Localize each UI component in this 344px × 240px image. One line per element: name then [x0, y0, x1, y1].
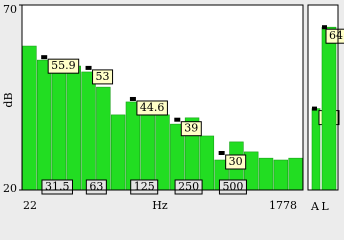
peak-marker: [218, 151, 225, 155]
plot-border: [21, 4, 304, 191]
bar: [81, 71, 96, 191]
page: dB 22 Hz 1778 20 70 55.9 31.5 53 63 44.6 125 39 2…: [2, 3, 344, 213]
meter-category-label: A: [310, 200, 320, 213]
peak-label: 53: [96, 70, 110, 83]
peak-label-box: [225, 154, 247, 170]
y-tick-label: 70: [3, 3, 17, 16]
bar: [273, 159, 289, 191]
bar: [22, 45, 37, 191]
peak-label-box: [47, 58, 80, 74]
bar: [36, 59, 52, 191]
peak-marker: [174, 117, 181, 122]
octave-label: 63: [89, 180, 103, 193]
octave-label: 500: [222, 180, 243, 193]
meter-peak: [322, 25, 327, 30]
bar: [96, 86, 111, 191]
peak-label: 30: [229, 155, 243, 168]
meter-bar: [321, 26, 337, 191]
meter-value-label-box: [325, 28, 344, 44]
peak-label-box: [180, 121, 202, 137]
peak-label-box: [136, 100, 168, 116]
bar: [288, 157, 303, 191]
bar: [155, 114, 170, 191]
y-axis-label: dB: [2, 92, 15, 107]
bar: [110, 114, 126, 191]
meter-value-label: 64: [329, 29, 343, 42]
x-end-label: 1778: [269, 199, 297, 212]
meter-category-label: L: [321, 200, 329, 213]
x-start-label: 22: [23, 199, 37, 212]
meter-border: [307, 4, 339, 191]
octave-label: 31.5: [45, 180, 69, 193]
spectrum-analyzer: dB 22 Hz 1778 20 70 55.9 31.5 53 63 44.6 125 39 2…: [2, 3, 344, 213]
peak-label: 39: [184, 122, 198, 135]
octave-label: 125: [134, 180, 155, 193]
octave-label: 250: [178, 180, 199, 193]
bar: [258, 157, 274, 191]
meter-peak: [312, 106, 317, 111]
bar: [51, 63, 67, 191]
peak-marker: [41, 55, 48, 60]
peak-label: 55.9: [51, 59, 76, 72]
y-tick-label: 20: [3, 182, 17, 195]
peak-label: 44.6: [140, 101, 165, 114]
peak-marker: [85, 65, 92, 70]
peak-label-box: [92, 69, 114, 85]
x-axis-label: Hz: [152, 199, 168, 212]
bar: [66, 65, 81, 191]
peak-marker: [129, 96, 136, 101]
